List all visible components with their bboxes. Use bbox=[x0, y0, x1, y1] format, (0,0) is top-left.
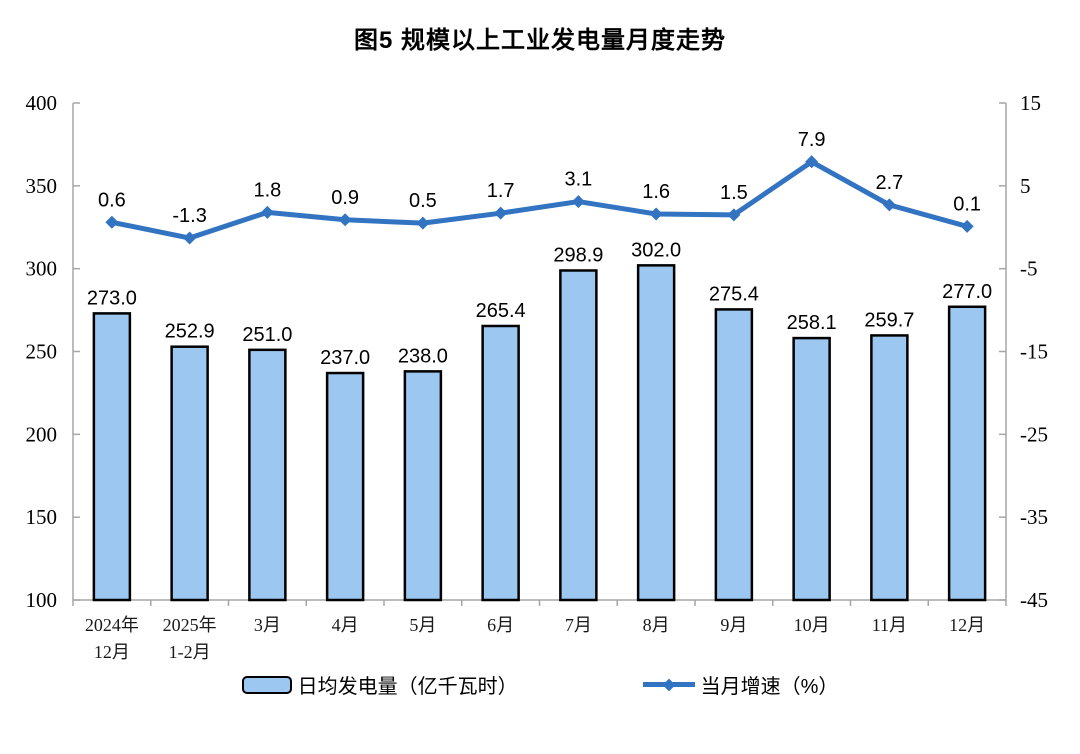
right-axis-tick-label: 5 bbox=[1020, 174, 1031, 198]
bar-value-label: 273.0 bbox=[87, 287, 137, 309]
line-value-label: -1.3 bbox=[172, 205, 206, 227]
right-axis-tick-label: -15 bbox=[1020, 340, 1048, 364]
chart-canvas: 100 150 200 250 300 350 400 -45 -35 -25 -15 -5 5 15 27… bbox=[26, 91, 1049, 662]
bar bbox=[559, 269, 598, 602]
category-label: 9月 bbox=[720, 615, 747, 635]
category-label: 4月 bbox=[332, 615, 359, 635]
line-value-label: 1.6 bbox=[642, 181, 670, 203]
legend-item-growth-rate: 当月增速（%） bbox=[642, 670, 839, 699]
growth-line bbox=[109, 159, 970, 241]
bar-value-label: 238.0 bbox=[398, 345, 448, 367]
line-value-label: 1.5 bbox=[720, 182, 748, 204]
line-series-swatch-icon bbox=[642, 678, 695, 691]
line-marker bbox=[727, 208, 741, 222]
bar bbox=[248, 348, 287, 602]
left-axis-tick-label: 200 bbox=[26, 422, 58, 446]
category-label: 10月 bbox=[794, 615, 830, 635]
category-label: 3月 bbox=[254, 615, 281, 635]
category-label: 12月 bbox=[94, 642, 130, 662]
right-axis-tick-label: -5 bbox=[1020, 257, 1038, 281]
category-label: 7月 bbox=[565, 615, 592, 635]
chart-legend: 日均发电量（亿千瓦时） 当月增速（%） bbox=[0, 670, 1080, 699]
line-value-label: 0.5 bbox=[409, 190, 437, 212]
legend-item-daily-generation: 日均发电量（亿千瓦时） bbox=[241, 670, 518, 699]
bar-value-label: 298.9 bbox=[553, 244, 603, 266]
bar bbox=[870, 334, 909, 602]
right-axis-tick-label: -35 bbox=[1020, 505, 1048, 529]
right-axis-tick-label: -25 bbox=[1020, 422, 1048, 446]
bar bbox=[481, 324, 520, 602]
bar bbox=[170, 345, 209, 602]
left-axis-tick-label: 100 bbox=[26, 588, 58, 612]
right-axis-tick-label: 15 bbox=[1020, 91, 1041, 115]
bar bbox=[636, 264, 676, 602]
bar-value-label: 259.7 bbox=[864, 309, 914, 331]
left-axis-tick-label: 250 bbox=[26, 340, 58, 364]
category-label: 5月 bbox=[409, 615, 436, 635]
bar-value-label: 251.0 bbox=[242, 324, 292, 346]
legend-label-growth-rate: 当月增速（%） bbox=[700, 676, 839, 698]
right-axis-tick-label: -45 bbox=[1020, 588, 1048, 612]
bar-value-label: 258.1 bbox=[787, 312, 837, 334]
line-value-label: 2.7 bbox=[875, 172, 903, 194]
line-value-label: 7.9 bbox=[798, 129, 826, 151]
legend-label-daily-generation: 日均发电量（亿千瓦时） bbox=[297, 676, 518, 698]
category-label: 11月 bbox=[872, 615, 907, 635]
bar bbox=[947, 305, 987, 602]
category-label: 8月 bbox=[643, 615, 670, 635]
bar bbox=[714, 308, 754, 602]
bar bbox=[792, 336, 831, 602]
category-label: 6月 bbox=[487, 615, 514, 635]
line-marker bbox=[494, 206, 508, 220]
category-label: 2024年 bbox=[85, 615, 139, 635]
bar-value-label: 275.4 bbox=[709, 283, 759, 305]
line-marker bbox=[805, 155, 819, 169]
line-value-label: 1.7 bbox=[487, 180, 515, 202]
bar-series-swatch-icon bbox=[241, 675, 292, 694]
bar bbox=[403, 370, 443, 602]
line-marker bbox=[882, 198, 896, 212]
left-axis-tick-label: 150 bbox=[26, 505, 58, 529]
line-value-label: 0.6 bbox=[98, 189, 126, 211]
line-marker bbox=[338, 213, 352, 227]
line-marker bbox=[960, 219, 974, 233]
left-axis-tick-label: 400 bbox=[26, 91, 58, 115]
bar-value-label: 302.0 bbox=[631, 239, 681, 261]
line-marker bbox=[183, 231, 197, 245]
line-value-label: 1.8 bbox=[253, 179, 281, 201]
bar-value-label: 252.9 bbox=[165, 321, 215, 343]
category-label: 1-2月 bbox=[169, 642, 211, 662]
left-axis-tick-label: 350 bbox=[26, 174, 58, 198]
category-label: 2025年 bbox=[163, 615, 217, 635]
diamond-marker-icon bbox=[662, 678, 675, 691]
line-value-label: 0.1 bbox=[953, 193, 981, 215]
line-marker bbox=[416, 216, 430, 230]
bar-value-label: 277.0 bbox=[942, 281, 992, 303]
left-axis-tick-label: 300 bbox=[26, 257, 58, 281]
bar-value-label: 265.4 bbox=[476, 300, 526, 322]
chart-title: 图5 规模以上工业发电量月度走势 bbox=[353, 27, 726, 54]
bar bbox=[92, 312, 132, 602]
bar bbox=[325, 371, 365, 602]
line-marker bbox=[571, 195, 585, 209]
category-label: 12月 bbox=[949, 615, 985, 635]
line-value-label: 0.9 bbox=[331, 187, 359, 209]
line-marker bbox=[260, 205, 274, 219]
line-value-label: 3.1 bbox=[564, 169, 592, 191]
line-marker bbox=[649, 207, 663, 221]
bar-value-label: 237.0 bbox=[320, 347, 370, 369]
line-marker bbox=[105, 215, 119, 229]
